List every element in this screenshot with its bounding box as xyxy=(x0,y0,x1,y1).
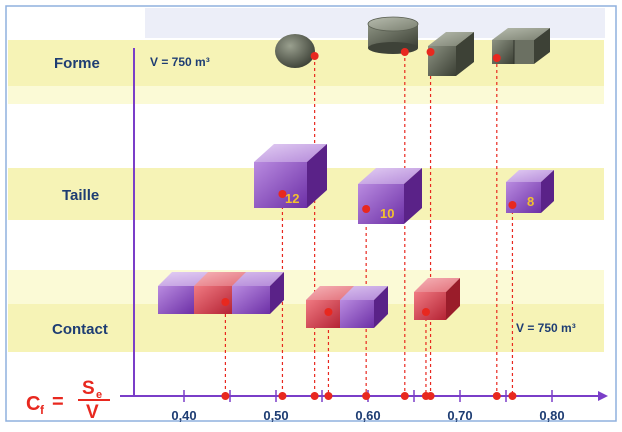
shape-marker xyxy=(362,205,371,213)
shape-markers xyxy=(221,48,517,316)
axis-point xyxy=(221,392,230,400)
contact-row-of-three xyxy=(158,272,284,314)
contact-pair xyxy=(306,286,388,328)
shape-marker xyxy=(324,308,333,316)
axis-point xyxy=(362,392,371,400)
contact-band-fade xyxy=(8,270,604,304)
shape-marker xyxy=(400,48,409,56)
volume-label-top: V = 750 m³ xyxy=(150,55,210,69)
x-axis-tick-label: 0,40 xyxy=(171,408,196,423)
row-label-forme: Forme xyxy=(54,55,100,72)
taille-cube-12 xyxy=(254,144,327,208)
taille-label-8: 8 xyxy=(527,194,534,209)
taille-label-12: 12 xyxy=(285,191,299,206)
taille-cube-10 xyxy=(358,168,422,224)
formula: C f = S e V xyxy=(26,378,110,423)
taille-label-10: 10 xyxy=(380,206,394,221)
axis-point xyxy=(310,392,319,400)
contact-single xyxy=(414,278,460,320)
shape-marker xyxy=(492,54,501,62)
shape-marker xyxy=(426,48,435,56)
formula-numerator: S xyxy=(82,378,95,399)
horizontal-axis: 0,40 0,50 0,60 0,70 0,80 xyxy=(120,390,608,423)
x-axis-tick-label: 0,80 xyxy=(539,408,564,423)
forme-sphere xyxy=(275,34,315,68)
shape-marker xyxy=(508,201,517,209)
forme-cube xyxy=(428,32,474,76)
shape-marker xyxy=(310,52,319,60)
axis-point xyxy=(426,392,435,400)
taille-cube-8 xyxy=(506,170,554,213)
x-axis-arrow xyxy=(598,391,608,401)
formula-equals: = xyxy=(52,391,64,413)
volume-label-bottom: V = 750 m³ xyxy=(516,321,576,335)
x-axis-tick-label: 0,50 xyxy=(263,408,288,423)
x-axis-tick-label: 0,70 xyxy=(447,408,472,423)
axis-point xyxy=(324,392,333,400)
x-axis-tick-label: 0,60 xyxy=(355,408,380,423)
forme-cylinder xyxy=(367,16,419,54)
formula-denominator: V xyxy=(86,402,99,423)
formula-cf: C xyxy=(26,393,40,415)
shape-marker xyxy=(278,190,287,198)
shape-marker xyxy=(221,298,230,306)
axis-point xyxy=(278,392,287,400)
row-label-taille: Taille xyxy=(62,187,99,204)
axis-point xyxy=(400,392,409,400)
row-label-contact: Contact xyxy=(52,321,108,338)
formula-numerator-sub: e xyxy=(96,389,102,401)
formula-cf-sub: f xyxy=(40,403,45,417)
axis-point xyxy=(508,392,517,400)
shape-marker xyxy=(421,308,430,316)
forme-band-fade xyxy=(8,86,604,104)
axis-point xyxy=(492,392,501,400)
